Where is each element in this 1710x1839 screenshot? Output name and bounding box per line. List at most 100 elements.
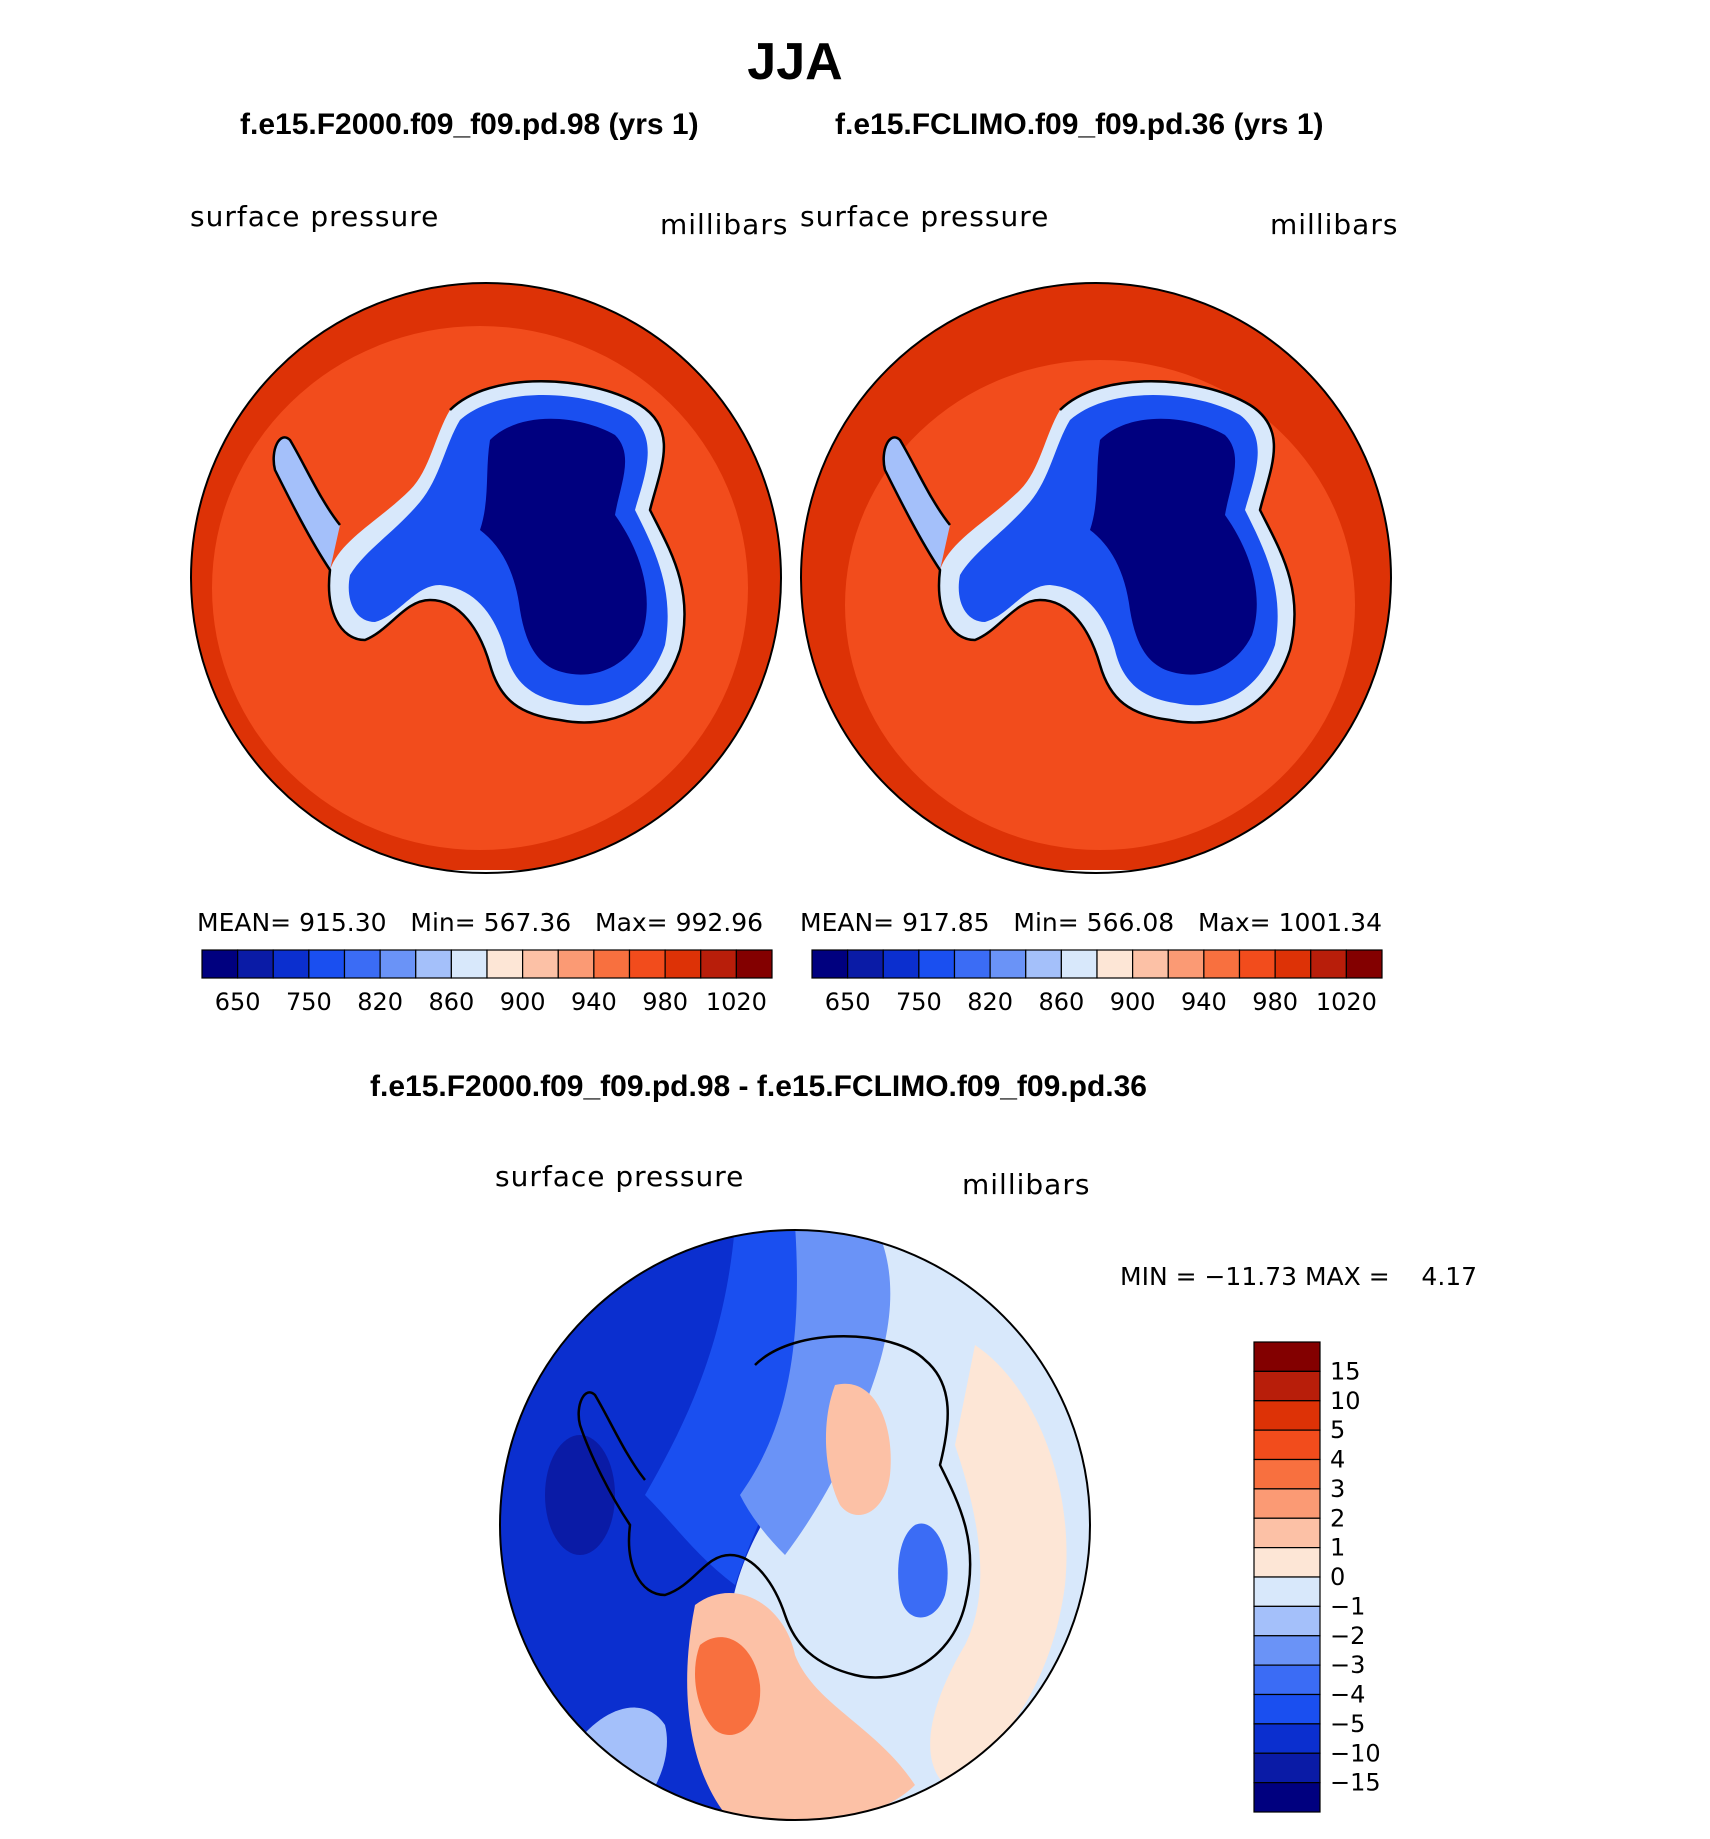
diff-lighter-blue (740, 1230, 891, 1555)
panel-2-colorbar-swatch-13 (1274, 949, 1312, 979)
panel-2-colorbar-swatch-11 (1203, 949, 1241, 979)
panel-2-colorbar-tick-label: 820 (967, 988, 1013, 1016)
diff-colorbar-tick-label: 0 (1330, 1563, 1345, 1591)
diff-colorbar-swatch-11 (1253, 1664, 1321, 1696)
panel-2-mean-label: MEAN= (800, 908, 895, 937)
panel-1-antarctica-core (480, 418, 647, 675)
panel-2-colorbar-swatch-15 (1345, 949, 1383, 979)
diff-colorbar-swatch-9 (1253, 1605, 1321, 1637)
diff-colorbar-swatch-8 (1253, 1576, 1321, 1607)
diff-title: f.e15.F2000.f09_f09.pd.98 - f.e15.FCLIMO… (370, 1070, 1147, 1103)
diff-colorbar-tick-label: −1 (1330, 1592, 1365, 1620)
panel-2-colorbar-swatch-4 (953, 949, 991, 979)
panel-1-colorbar-swatch-11 (593, 949, 631, 979)
panel-1-colorbar-swatch-1 (237, 949, 274, 979)
diff-colorbar-tick-label: 3 (1330, 1475, 1345, 1503)
panel-2-min-label: Min= (1013, 908, 1079, 937)
panel-1-peninsula (273, 437, 340, 570)
panel-1-colorbar-swatch-5 (379, 949, 417, 979)
panel-1-case-title: f.e15.F2000.f09_f09.pd.98 (yrs 1) (240, 108, 699, 141)
panel-1-min-label: Min= (410, 908, 476, 937)
diff-coastline (577, 1335, 972, 1679)
panel-1-colorbar-tick-label: 860 (428, 988, 474, 1016)
diff-colorbar-tick-label: −4 (1330, 1681, 1365, 1709)
panel-1-max-label: Max= (595, 908, 668, 937)
panel-1-colorbar-swatch-15 (735, 949, 773, 979)
panel-2-min-value: 566.08 (1086, 908, 1175, 937)
diff-colorbar-swatch-3 (1253, 1429, 1321, 1461)
panel-2-colorbar-tick-label: 1020 (1316, 988, 1377, 1016)
diff-colorbar-swatch-5 (1253, 1488, 1321, 1519)
panel-1-colorbar-swatch-6 (415, 949, 452, 979)
panel-2-colorbar-swatch-6 (1025, 949, 1062, 979)
diff-map (499, 1229, 1091, 1821)
diff-colorbar-swatch-10 (1253, 1635, 1321, 1666)
diff-minmax: MIN = −11.73 MAX = 4.17 (1120, 1262, 1478, 1291)
panel-2-colorbar-tick-label: 750 (896, 988, 942, 1016)
panel-1-colorbar-tick-label: 750 (286, 988, 332, 1016)
diff-colorbar-swatch-2 (1253, 1400, 1321, 1431)
panel-2-max-value: 1001.34 (1278, 908, 1382, 937)
panel-1-colorbar-swatch-13 (664, 949, 702, 979)
panel-2-colorbar-swatch-1 (847, 949, 884, 979)
panel-1-colorbar-swatch-7 (450, 949, 488, 979)
panel-2-colorbar-swatch-2 (882, 949, 920, 979)
panel-1-colorbar-tick-label: 820 (357, 988, 403, 1016)
diff-colorbar-swatch-1 (1253, 1370, 1321, 1402)
diff-variable-label: surface pressure (495, 1160, 745, 1193)
panel-1-colorbar-tick-label: 1020 (706, 988, 767, 1016)
panel-1-colorbar: 650 750 820 860 900 940 980 1020 (201, 949, 773, 1016)
diff-positive-east (930, 1345, 1067, 1785)
panel-2-colorbar-swatch-10 (1167, 949, 1205, 979)
panel-1-colorbar-tick-label: 650 (215, 988, 261, 1016)
panel-1-colorbar-swatch-10 (557, 949, 595, 979)
diff-southwest-light (555, 1707, 667, 1820)
figure-title: JJA (747, 33, 843, 91)
panel-2-coastline (882, 380, 1296, 724)
diff-colorbar-swatch-14 (1253, 1752, 1321, 1784)
panel-2-antarctica-core (1090, 418, 1257, 675)
panel-2-colorbar-swatch-9 (1132, 949, 1169, 979)
panel-1-min-value: 567.36 (483, 908, 572, 937)
diff-colorbar-tick-label: 10 (1330, 1387, 1361, 1415)
panel-1-stats: MEAN= 915.30 Min= 567.36 Max= 992.96 (197, 908, 763, 937)
panel-2-colorbar-tick-label: 650 (825, 988, 871, 1016)
panel-1-mean-value: 915.30 (299, 908, 387, 937)
panel-2-colorbar: 650 750 820 860 900 940 980 1020 (811, 949, 1383, 1016)
panel-1-colorbar-swatch-9 (522, 949, 559, 979)
diff-mid-blue-region (645, 1230, 844, 1585)
diff-colorbar-tick-label: 1 (1330, 1534, 1345, 1562)
diff-colorbar-tick-label: −3 (1330, 1651, 1365, 1679)
diff-colorbar-tick-label: 2 (1330, 1504, 1345, 1532)
panel-1-coastline (272, 380, 686, 724)
panel-1-colorbar-swatch-3 (308, 949, 346, 979)
diff-colorbar-swatch-12 (1253, 1693, 1321, 1725)
diff-colorbar-tick-label: −15 (1330, 1769, 1381, 1797)
panel-2-units-label: millibars (1270, 208, 1399, 241)
panel-1-colorbar-swatch-14 (700, 949, 737, 979)
panel-2-colorbar-tick-label: 940 (1181, 988, 1227, 1016)
panel-2-max-label: Max= (1198, 908, 1271, 937)
diff-colorbar-swatch-13 (1253, 1723, 1321, 1754)
panel-2-colorbar-tick-label: 900 (1110, 988, 1156, 1016)
panel-1-units-label: millibars (660, 208, 789, 241)
panel-1-colorbar-tick-label: 980 (642, 988, 688, 1016)
panel-1-colorbar-tick-label: 940 (571, 988, 617, 1016)
panel-1-colorbar-swatch-12 (628, 949, 666, 979)
diff-colorbar-swatch-6 (1253, 1517, 1321, 1549)
panel-2-stats: MEAN= 917.85 Min= 566.08 Max= 1001.34 (800, 908, 1382, 937)
panel-1-colorbar-tick-label: 900 (500, 988, 546, 1016)
diff-colorbar-tick-label: 4 (1330, 1446, 1345, 1474)
diff-units-label: millibars (962, 1168, 1091, 1201)
panel-1-colorbar-swatch-8 (486, 949, 524, 979)
panel-1-map (190, 282, 782, 874)
panel-2-colorbar-swatch-12 (1238, 949, 1276, 979)
panel-1-colorbar-swatch-2 (272, 949, 310, 979)
diff-colorbar-tick-label: 5 (1330, 1416, 1345, 1444)
diff-colorbar-swatch-15 (1253, 1782, 1321, 1813)
diff-colorbar-swatch-7 (1253, 1547, 1321, 1578)
diff-colorbar-swatch-4 (1253, 1458, 1321, 1490)
panel-2-colorbar-swatch-7 (1060, 949, 1098, 979)
diff-positive-interior (825, 1383, 891, 1515)
panel-2-colorbar-swatch-14 (1310, 949, 1347, 979)
